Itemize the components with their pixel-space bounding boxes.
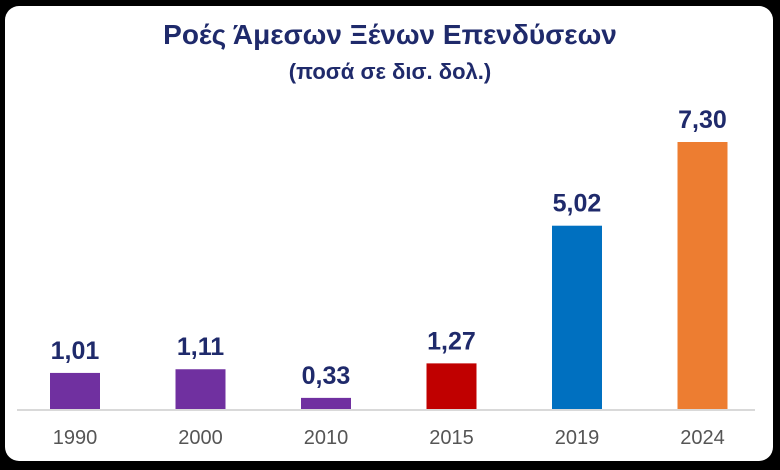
data-label-1990: 1,01: [51, 337, 100, 365]
x-tick-2000: 2000: [178, 427, 223, 449]
x-tick-1990: 1990: [53, 427, 98, 449]
chart-title: Ροές Άμεσων Ξένων Επενδύσεων: [163, 19, 617, 50]
bar-2000: [175, 369, 226, 410]
data-label-2019: 5,02: [553, 190, 602, 218]
x-tick-2024: 2024: [680, 427, 725, 449]
x-tick-group: 1990 2000 2010 2015 2019 2024: [53, 427, 725, 449]
data-label-2024: 7,30: [678, 106, 727, 134]
bar-group: 1,01 1,11 0,33 1,27 5,02 7,30: [50, 106, 728, 410]
x-tick-2015: 2015: [429, 427, 474, 449]
bar-2019: [552, 225, 602, 410]
chart-card: Ροές Άμεσων Ξένων Επενδύσεων (ποσά σε δι…: [5, 6, 773, 461]
x-tick-2010: 2010: [304, 427, 349, 449]
data-label-2015: 1,27: [427, 327, 476, 355]
bar-2015: [426, 363, 477, 410]
bar-1990: [50, 372, 100, 410]
data-label-2000: 1,11: [177, 333, 224, 361]
bar-2010: [301, 397, 351, 410]
x-tick-2019: 2019: [555, 427, 600, 449]
bar-chart: Ροές Άμεσων Ξένων Επενδύσεων (ποσά σε δι…: [17, 19, 755, 449]
bar-2024: [677, 142, 728, 410]
data-label-2010: 0,33: [302, 362, 351, 390]
chart-subtitle: (ποσά σε δισ. δολ.): [289, 59, 491, 84]
